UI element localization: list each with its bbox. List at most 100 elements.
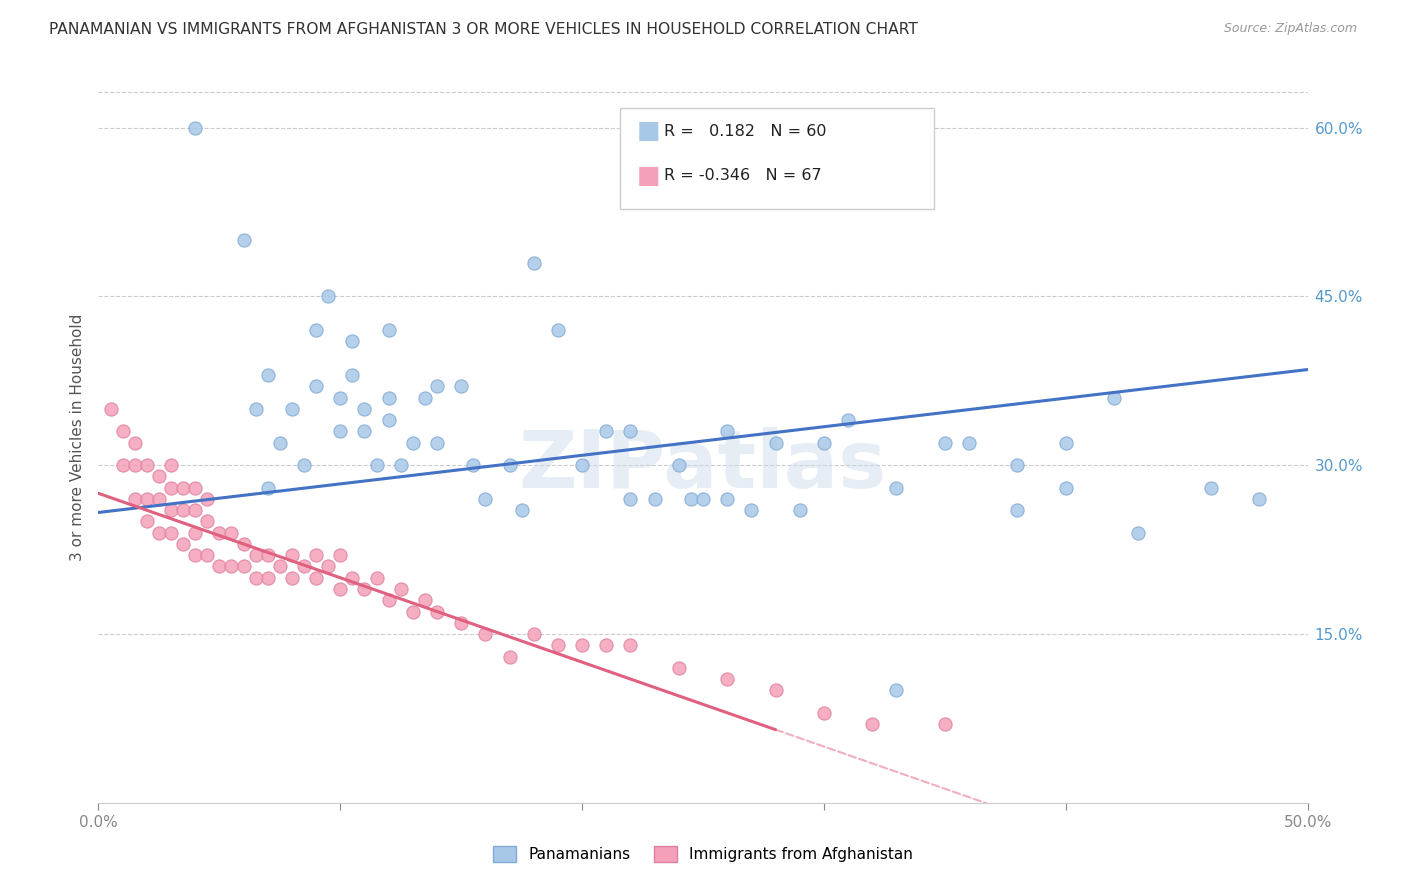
Text: PANAMANIAN VS IMMIGRANTS FROM AFGHANISTAN 3 OR MORE VEHICLES IN HOUSEHOLD CORREL: PANAMANIAN VS IMMIGRANTS FROM AFGHANISTA…	[49, 22, 918, 37]
Point	[389, 458, 412, 473]
Point	[510, 503, 533, 517]
Point	[426, 435, 449, 450]
Point	[402, 435, 425, 450]
Point	[1054, 481, 1077, 495]
Text: R =   0.182   N = 60: R = 0.182 N = 60	[664, 124, 827, 138]
Point	[160, 458, 183, 473]
Point	[402, 605, 425, 619]
Point	[281, 401, 304, 416]
Point	[813, 706, 835, 720]
Point	[377, 391, 399, 405]
Point	[281, 548, 304, 562]
Point	[329, 582, 352, 596]
Point	[124, 435, 146, 450]
Point	[450, 615, 472, 630]
Point	[474, 491, 496, 506]
Point	[1007, 458, 1029, 473]
Point	[813, 435, 835, 450]
Point	[353, 401, 375, 416]
Point	[342, 571, 364, 585]
Point	[305, 323, 328, 337]
Point	[619, 425, 641, 439]
Point	[100, 401, 122, 416]
Point	[934, 717, 956, 731]
Text: ■: ■	[637, 164, 661, 187]
Point	[221, 559, 243, 574]
Point	[571, 458, 593, 473]
Point	[377, 413, 399, 427]
Point	[886, 683, 908, 698]
Point	[316, 289, 339, 303]
Point	[232, 559, 254, 574]
Point	[353, 425, 375, 439]
Y-axis label: 3 or more Vehicles in Household: 3 or more Vehicles in Household	[69, 313, 84, 561]
Point	[1102, 391, 1125, 405]
Point	[111, 458, 134, 473]
Point	[292, 458, 315, 473]
Point	[305, 571, 328, 585]
Point	[148, 491, 170, 506]
Point	[413, 391, 436, 405]
Point	[316, 559, 339, 574]
Point	[135, 458, 157, 473]
Point	[256, 571, 278, 585]
Point	[329, 425, 352, 439]
Point	[292, 559, 315, 574]
Point	[245, 571, 267, 585]
Point	[523, 255, 546, 269]
Point	[547, 638, 569, 652]
Point	[160, 503, 183, 517]
Point	[305, 379, 328, 393]
Point	[450, 379, 472, 393]
Point	[571, 638, 593, 652]
Point	[1007, 503, 1029, 517]
Point	[413, 593, 436, 607]
Point	[184, 120, 207, 135]
Point	[160, 481, 183, 495]
Point	[305, 548, 328, 562]
Point	[668, 458, 690, 473]
Point	[124, 491, 146, 506]
Point	[281, 571, 304, 585]
Point	[595, 638, 617, 652]
Point	[172, 481, 194, 495]
Text: ZIPatlas: ZIPatlas	[519, 427, 887, 506]
Point	[329, 548, 352, 562]
Point	[184, 503, 207, 517]
Point	[184, 525, 207, 540]
Point	[619, 638, 641, 652]
Point	[148, 525, 170, 540]
Point	[426, 605, 449, 619]
Point	[377, 323, 399, 337]
Point	[195, 491, 218, 506]
Point	[148, 469, 170, 483]
Point	[172, 537, 194, 551]
Point	[256, 481, 278, 495]
Point	[668, 661, 690, 675]
Point	[619, 491, 641, 506]
Point	[789, 503, 811, 517]
Point	[245, 548, 267, 562]
Text: Source: ZipAtlas.com: Source: ZipAtlas.com	[1223, 22, 1357, 36]
Point	[860, 717, 883, 731]
Point	[595, 425, 617, 439]
Point	[245, 401, 267, 416]
Point	[716, 425, 738, 439]
Point	[160, 525, 183, 540]
Point	[195, 515, 218, 529]
Point	[377, 593, 399, 607]
Point	[342, 368, 364, 383]
Point	[716, 672, 738, 686]
Point	[692, 491, 714, 506]
Point	[135, 515, 157, 529]
Point	[111, 425, 134, 439]
Point	[1054, 435, 1077, 450]
Point	[269, 559, 291, 574]
Point	[1199, 481, 1222, 495]
Point	[523, 627, 546, 641]
Point	[679, 491, 702, 506]
Point	[195, 548, 218, 562]
Point	[184, 481, 207, 495]
Point	[389, 582, 412, 596]
Point	[135, 491, 157, 506]
